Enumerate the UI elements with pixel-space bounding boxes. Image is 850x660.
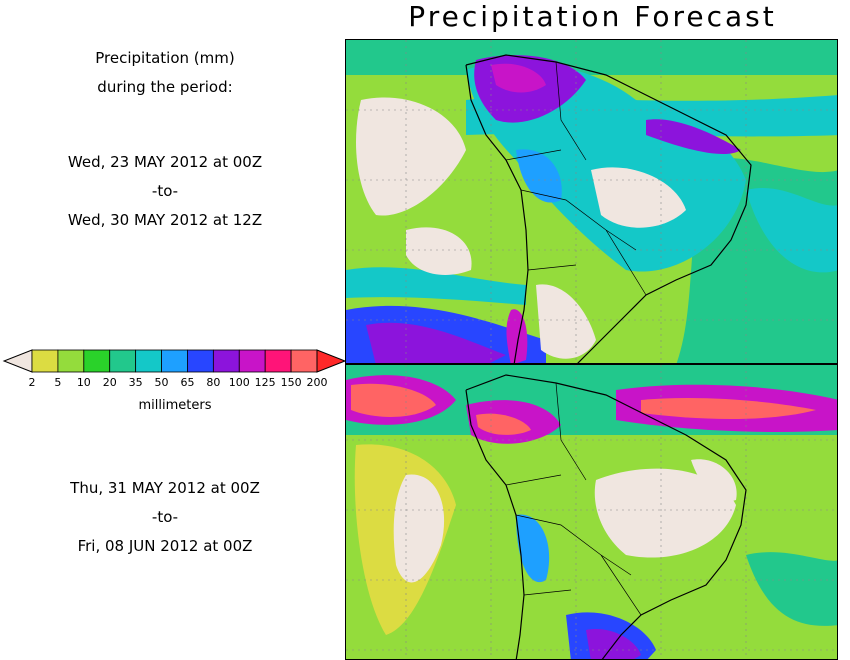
- legend-header-line1: Precipitation (mm): [95, 49, 235, 67]
- pacific-itcz-core: [351, 383, 436, 417]
- colorbar-segment: [290, 349, 318, 373]
- colorbar-segment: [161, 349, 188, 373]
- chile-storm: [506, 309, 528, 363]
- colorbar-segment: [187, 349, 214, 373]
- colorbar-tick-label: 20: [103, 376, 117, 389]
- borders: [505, 61, 647, 296]
- colorbar-tick-label: 35: [129, 376, 143, 389]
- map-period2: [345, 364, 838, 660]
- south-storm-core: [366, 322, 506, 363]
- colorbar-tick-label: 10: [77, 376, 91, 389]
- colorbar-units: millimeters: [138, 398, 212, 413]
- legend-header: Precipitation (mm) during the period:: [0, 44, 330, 102]
- colorbar-tick-label: 80: [206, 376, 220, 389]
- colorbar-tick-label: 100: [229, 376, 250, 389]
- colorbar-tick-label: 50: [155, 376, 169, 389]
- dry-pacific: [393, 474, 445, 583]
- graticule: [346, 40, 837, 363]
- colorbar-arrow-low: [2, 349, 33, 373]
- colorbar-segment: [31, 349, 59, 373]
- colorbar-tick-label: 150: [281, 376, 302, 389]
- legend-header-line2: during the period:: [97, 78, 233, 96]
- colorbar-segment: [264, 349, 292, 373]
- map-period1: [345, 39, 838, 364]
- graticule: [346, 365, 837, 659]
- colorbar-tick-label: 200: [307, 376, 328, 389]
- dry-brazil: [591, 167, 686, 228]
- amazon-mouth: [646, 119, 741, 155]
- period2-start: Thu, 31 MAY 2012 at 00Z: [70, 479, 260, 497]
- colombia-core: [491, 63, 546, 93]
- coastline: [465, 54, 752, 363]
- period1-separator: -to-: [151, 182, 179, 200]
- dry-pacific-north: [356, 97, 466, 216]
- dry-brazil: [594, 468, 736, 558]
- borders: [505, 382, 642, 616]
- page-title: Precipitation Forecast: [408, 0, 777, 33]
- atlantic-band: [746, 552, 837, 626]
- period1-start: Wed, 23 MAY 2012 at 00Z: [67, 153, 263, 171]
- atlantic-itcz-core: [641, 398, 816, 419]
- period2-text: Thu, 31 MAY 2012 at 00Z -to- Fri, 08 JUN…: [0, 474, 330, 561]
- colorbar-segment: [238, 349, 266, 373]
- colorbar-tick-label: 65: [180, 376, 194, 389]
- colombia-core: [476, 413, 531, 435]
- period2-end: Fri, 08 JUN 2012 at 00Z: [77, 537, 253, 555]
- dry-northeast: [691, 459, 737, 501]
- peru-wet: [516, 149, 562, 203]
- period1-end: Wed, 30 MAY 2012 at 12Z: [67, 211, 263, 229]
- colorbar-segment: [83, 349, 111, 373]
- colorbar-arrow-high: [316, 349, 347, 373]
- north-band: [346, 40, 837, 75]
- colorbar-segment: [109, 349, 137, 373]
- colorbar-segment: [212, 349, 240, 373]
- colorbar-tick-label: 125: [255, 376, 276, 389]
- atlantic-core: [746, 188, 837, 273]
- map-period2-svg: [346, 365, 837, 659]
- colorbar: 2 5 10 20 35 50 65 80 100 125 150 200: [2, 349, 347, 389]
- period2-separator: -to-: [151, 508, 179, 526]
- period1-text: Wed, 23 MAY 2012 at 00Z -to- Wed, 30 MAY…: [0, 148, 330, 235]
- bolivia-wet: [516, 514, 550, 583]
- colorbar-tick-label: 5: [54, 376, 61, 389]
- map-period1-svg: [346, 40, 837, 363]
- dry-pacific-south: [406, 227, 472, 275]
- colorbar-tick-label: 2: [29, 376, 36, 389]
- colorbar-segment: [57, 349, 85, 373]
- dry-argentina: [536, 284, 596, 359]
- south-band: [346, 267, 526, 305]
- colorbar-segment: [135, 349, 162, 373]
